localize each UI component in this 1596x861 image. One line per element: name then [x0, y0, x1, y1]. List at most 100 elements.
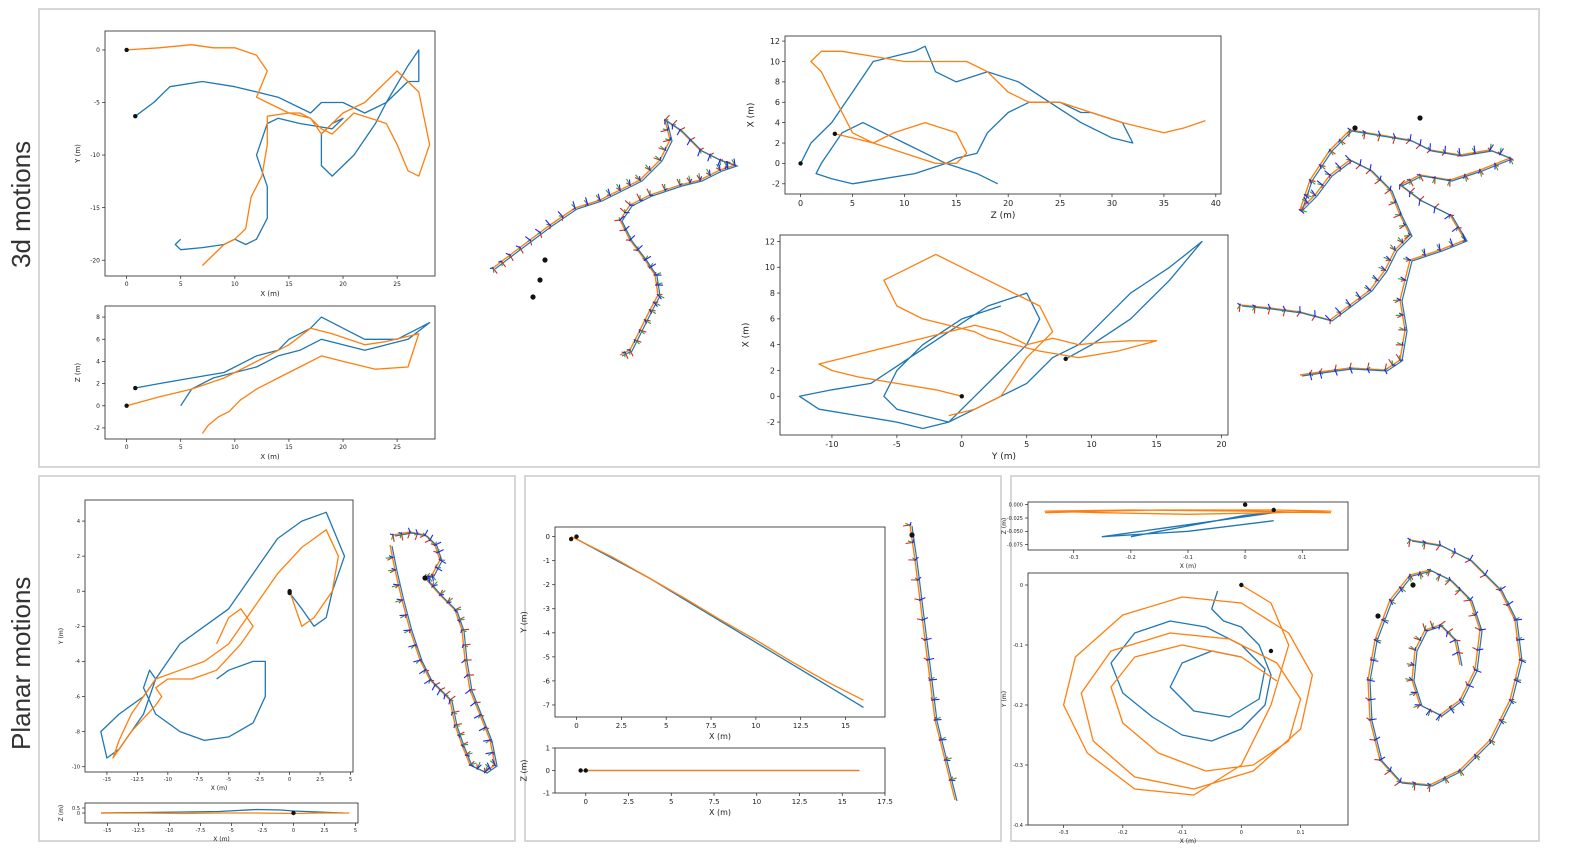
pose-axis-tick: [431, 683, 437, 691]
y-tick-label: 2: [96, 381, 100, 388]
pose-axis-tick: [423, 529, 429, 537]
pose-axis-tick: [1431, 626, 1436, 629]
pose-axis-tick: [572, 201, 576, 210]
pose-axis-tick: [921, 617, 929, 621]
y-axis-label: Z (m): [520, 759, 529, 781]
x-tick-label: 12.5: [793, 722, 809, 730]
pose-axis-tick: [623, 225, 630, 232]
pose-axis-tick: [1298, 208, 1305, 214]
y-tick-label: 4: [96, 359, 100, 366]
y-tick-label: 0: [1020, 583, 1023, 589]
y-tick-label: 0: [546, 767, 550, 775]
x-tick-label: -5: [893, 440, 901, 449]
x-tick-label: 10: [752, 798, 761, 806]
pose-axis-tick: [457, 734, 461, 738]
pose-path-gt: [492, 118, 738, 356]
y-tick-label: 6: [775, 98, 780, 107]
start-point-marker: [832, 131, 838, 137]
pose-axis-tick: [408, 644, 417, 648]
x-tick-label: 15: [838, 798, 847, 806]
y-tick-label: 8: [775, 78, 780, 87]
pose-axis-tick: [491, 758, 497, 767]
y-tick-label: 2: [775, 139, 780, 148]
pose-axis-tick: [1398, 184, 1401, 190]
pose-axis-tick: [928, 678, 938, 681]
x-tick-label: -12.5: [131, 777, 144, 783]
x-tick-label: 15: [285, 281, 293, 288]
pose-axis-tick: [1437, 573, 1441, 576]
pose-axis-tick: [1362, 129, 1366, 134]
y-tick-label: -1: [543, 789, 550, 797]
x-axis-label: Y (m): [991, 452, 1016, 462]
panel-planar-middle: [524, 475, 1002, 842]
x-tick-label: -0.3: [1069, 555, 1079, 561]
pose-axis-tick: [463, 673, 469, 679]
pose-axis-tick: [1347, 127, 1351, 131]
y-tick-label: -0.4: [1013, 823, 1023, 829]
panel-planar-right: [1010, 475, 1540, 842]
pose-axis-tick: [436, 549, 444, 554]
x-tick-label: -5: [226, 777, 231, 783]
series-blue-line: [101, 808, 344, 814]
pose-axis-tick: [1489, 739, 1491, 745]
pose-axis-tick: [1392, 133, 1396, 139]
pose-axis-tick: [686, 138, 692, 146]
pose-axis-tick: [457, 619, 461, 623]
pose-axis-tick: [1474, 754, 1476, 760]
y-tick-label: -2: [767, 418, 775, 427]
pose-path-est: [391, 532, 498, 774]
y-tick-label: -0.3: [1013, 763, 1023, 769]
y-tick-label: 0.000: [1009, 502, 1023, 508]
y-tick-label: 0: [775, 159, 780, 168]
pose-axis-tick: [669, 136, 672, 141]
pose-axis-tick: [618, 184, 621, 192]
pose-axis-tick: [1457, 769, 1461, 773]
y-tick-label: -2: [772, 180, 780, 189]
y-tick-label: 0: [77, 811, 80, 817]
y-tick-label: -3: [543, 605, 550, 613]
start-point-marker: [291, 810, 296, 816]
pose-path-est: [494, 119, 739, 357]
pose-axis-tick: [1405, 256, 1412, 262]
pose-axis-tick: [1303, 193, 1310, 199]
start-point-marker: [1242, 502, 1248, 507]
x-tick-label: 10: [751, 722, 760, 730]
series-orange-line: [818, 253, 1158, 417]
pose-axis-tick: [1367, 698, 1376, 701]
pose-axis-tick: [1398, 312, 1404, 316]
y-tick-label: -2: [543, 581, 550, 589]
y-tick-label: -6: [75, 694, 80, 700]
pose-axis-tick: [1369, 164, 1372, 172]
pose-axis-tick: [644, 319, 648, 324]
pose-axis-tick: [1498, 718, 1505, 725]
pose-axis-tick: [649, 309, 653, 314]
pose-axis-tick: [1366, 679, 1375, 682]
pose-axis-tick: [1328, 149, 1331, 153]
y-tick-label: -2: [75, 624, 80, 630]
pose-axis-tick: [697, 148, 701, 157]
series-orange-line: [112, 529, 340, 759]
series-orange-line: [126, 327, 420, 434]
pose-axis-tick: [1319, 164, 1322, 169]
y-axis-label: X (m): [741, 323, 751, 348]
pose-axis-tick: [1423, 248, 1426, 257]
pose-axis-tick: [1409, 134, 1412, 142]
x-tick-label: 5: [354, 828, 357, 834]
y-tick-label: 0.5: [72, 806, 80, 812]
x-tick-label: -12.5: [132, 828, 145, 834]
start-point-marker: [1417, 115, 1423, 121]
pose-axis-tick: [438, 558, 447, 564]
x-axis-label: X (m): [213, 836, 230, 843]
pose-axis-tick: [1267, 303, 1271, 310]
pose-axis-tick: [664, 187, 668, 191]
pose-axis-tick: [1518, 658, 1527, 664]
pose-axis-tick: [1385, 255, 1392, 262]
pose-axis-tick: [933, 718, 942, 721]
start-point-marker: [1375, 613, 1381, 619]
pose-render-bottom-left: [385, 527, 498, 774]
x-tick-label: 0: [292, 828, 295, 834]
x-tick-label: 0: [1244, 555, 1247, 561]
pose-axis-tick: [453, 724, 456, 729]
series-orange-line: [810, 50, 1206, 165]
